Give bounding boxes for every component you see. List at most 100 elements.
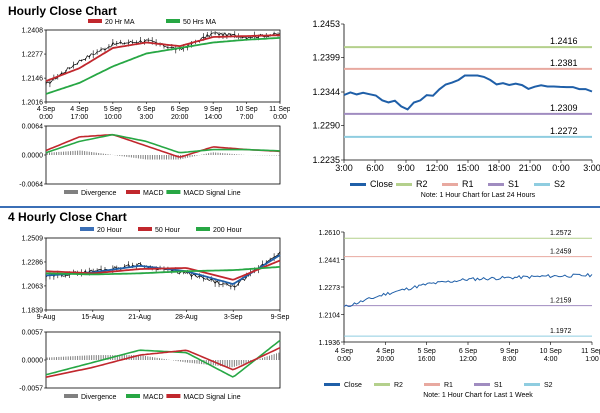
pivot-level-label: 1.2159	[550, 298, 572, 305]
legend-label: Divergence	[81, 190, 117, 197]
chart-note: Note: 1 Hour Chart for Last 24 Hours	[421, 192, 536, 199]
legend-swatch	[166, 190, 181, 194]
x-tick-label: 21:00	[519, 163, 542, 173]
ma-series-line	[45, 37, 281, 95]
legend-label: S2	[554, 179, 565, 189]
legend-swatch	[524, 383, 540, 386]
legend-swatch	[126, 190, 140, 194]
x-tick-label: 9 Sep 8:00	[500, 348, 518, 363]
y-tick-label: 1.2509	[22, 236, 44, 243]
macd-series-line	[45, 339, 281, 378]
y-tick-label: 1.2016	[22, 100, 44, 107]
pivot-level-label: 1.2459	[550, 249, 572, 256]
four-hourly-price-chart: 20 Hour 50 Hour 200 Hour 1.2509 1.2286 1.2063…	[22, 227, 290, 321]
legend-swatch	[166, 394, 181, 398]
ma-series-line	[45, 34, 281, 82]
x-tick-label: 5 Sep 10:00	[104, 106, 122, 121]
close-series-line	[343, 74, 593, 111]
legend-swatch	[424, 383, 440, 386]
legend-swatch	[196, 227, 210, 231]
y-tick-label: 1.1936	[319, 340, 341, 347]
x-tick-label: 15-Aug	[82, 314, 105, 321]
pivot-level-label: 1.1972	[550, 328, 572, 335]
ma-series-line	[45, 259, 281, 281]
legend-swatch	[138, 227, 152, 231]
y-tick-label: -0.0064	[19, 182, 43, 189]
y-tick-label: 1.2286	[22, 259, 44, 266]
legend-label: 50 Hrs MA	[183, 19, 216, 26]
y-tick-label: 1.2441	[319, 258, 341, 265]
legend-label: R2	[394, 382, 403, 389]
x-tick-label: 9-Aug	[37, 314, 56, 321]
legend-label: S1	[494, 382, 503, 389]
hourly-levels-chart: 1.2453 1.2399 1.2344 1.2290 1.2235 1.2416 1.23…	[312, 19, 600, 199]
legend-swatch	[80, 227, 94, 231]
legend-swatch	[488, 183, 504, 186]
y-tick-label: 1.2399	[312, 53, 340, 63]
legend-label: R1	[444, 382, 453, 389]
legend-label: 20 Hr MA	[105, 19, 135, 26]
legend-swatch	[396, 183, 412, 186]
y-tick-label: 0.0057	[22, 330, 44, 337]
x-tick-label: 15:00	[457, 163, 480, 173]
x-tick-label: 6 Sep 12:00	[459, 348, 477, 363]
x-tick-label: 4 Sep 0:00	[37, 106, 55, 121]
macd-series-line	[45, 133, 281, 154]
x-tick-label: 4 Sep 0:00	[335, 348, 353, 363]
pivot-level-label: 1.2309	[550, 103, 578, 113]
pivot-level-label: 1.2416	[550, 36, 578, 46]
y-tick-label: -0.0057	[19, 386, 43, 393]
legend-label: Divergence	[81, 394, 117, 401]
y-tick-label: 1.2408	[22, 28, 44, 35]
y-tick-label: 1.2235	[312, 155, 340, 165]
legend-swatch	[534, 183, 550, 186]
plot-frame	[45, 125, 281, 185]
x-tick-label: 4 Sep 17:00	[70, 106, 88, 121]
x-tick-label: 9:00	[397, 163, 415, 173]
x-tick-label: 6 Sep 3:00	[137, 106, 155, 121]
y-tick-label: 1.2273	[319, 285, 341, 292]
macd-series-line	[45, 346, 281, 378]
x-tick-label: 6:00	[366, 163, 384, 173]
x-tick-label: 11 Sep 0:00	[269, 106, 290, 121]
legend-label: 50 Hour	[155, 227, 181, 234]
hourly-section-title: Hourly Close Chart	[8, 4, 117, 18]
y-tick-label: 1.1839	[22, 308, 44, 315]
pivot-level-label: 1.2272	[550, 126, 578, 136]
x-tick-label: 18:00	[488, 163, 511, 173]
y-tick-label: 0.0064	[22, 124, 44, 131]
x-tick-label: 10 Sep 4:00	[540, 348, 562, 363]
hourly-macd-chart: 0.0064 0.0000 -0.0064 Divergence MACD MACD Si…	[19, 124, 281, 197]
legend-label: R1	[462, 179, 474, 189]
y-tick-label: 1.2610	[319, 230, 341, 237]
four-hourly-macd-chart: 0.0057 0.0000 -0.0057 Divergence MACD MACD Si…	[19, 330, 281, 401]
legend-swatch	[374, 383, 390, 386]
legend-label: MACD Signal Line	[183, 190, 240, 197]
legend-label: 200 Hour	[213, 227, 242, 234]
x-tick-label: 28-Aug	[175, 314, 198, 321]
pivot-level-label: 1.2381	[550, 58, 578, 68]
four-hourly-levels-chart: 1.2610 1.2441 1.2273 1.2104 1.1936 1.2572 1.24…	[319, 230, 600, 399]
x-tick-label: 0:00	[552, 163, 570, 173]
legend-swatch	[64, 394, 78, 398]
hourly-price-chart: 20 Hr MA 50 Hrs MA 1.2408 1.2277 1.2146 1.201…	[22, 19, 290, 121]
x-tick-label: 9-Sep	[271, 314, 290, 321]
y-tick-label: 1.2063	[22, 283, 44, 290]
y-tick-label: 1.2453	[312, 19, 340, 29]
legend-label: MACD	[143, 394, 164, 401]
pivot-level-label: 1.2572	[550, 230, 572, 237]
x-tick-label: 21-Aug	[128, 314, 151, 321]
legend-swatch	[350, 183, 366, 186]
legend-label: S1	[508, 179, 519, 189]
y-tick-label: 1.2344	[312, 87, 340, 97]
legend-swatch	[126, 394, 140, 398]
four-hourly-section-title: 4 Hourly Close Chart	[8, 210, 127, 224]
legend-label: Close	[370, 179, 393, 189]
x-tick-label: 4 Sep 20:00	[376, 348, 394, 363]
y-tick-label: 1.2146	[22, 76, 44, 83]
x-tick-label: 12:00	[426, 163, 449, 173]
macd-series-line	[45, 133, 281, 158]
legend-swatch	[474, 383, 490, 386]
x-tick-label: 3:00	[335, 163, 353, 173]
